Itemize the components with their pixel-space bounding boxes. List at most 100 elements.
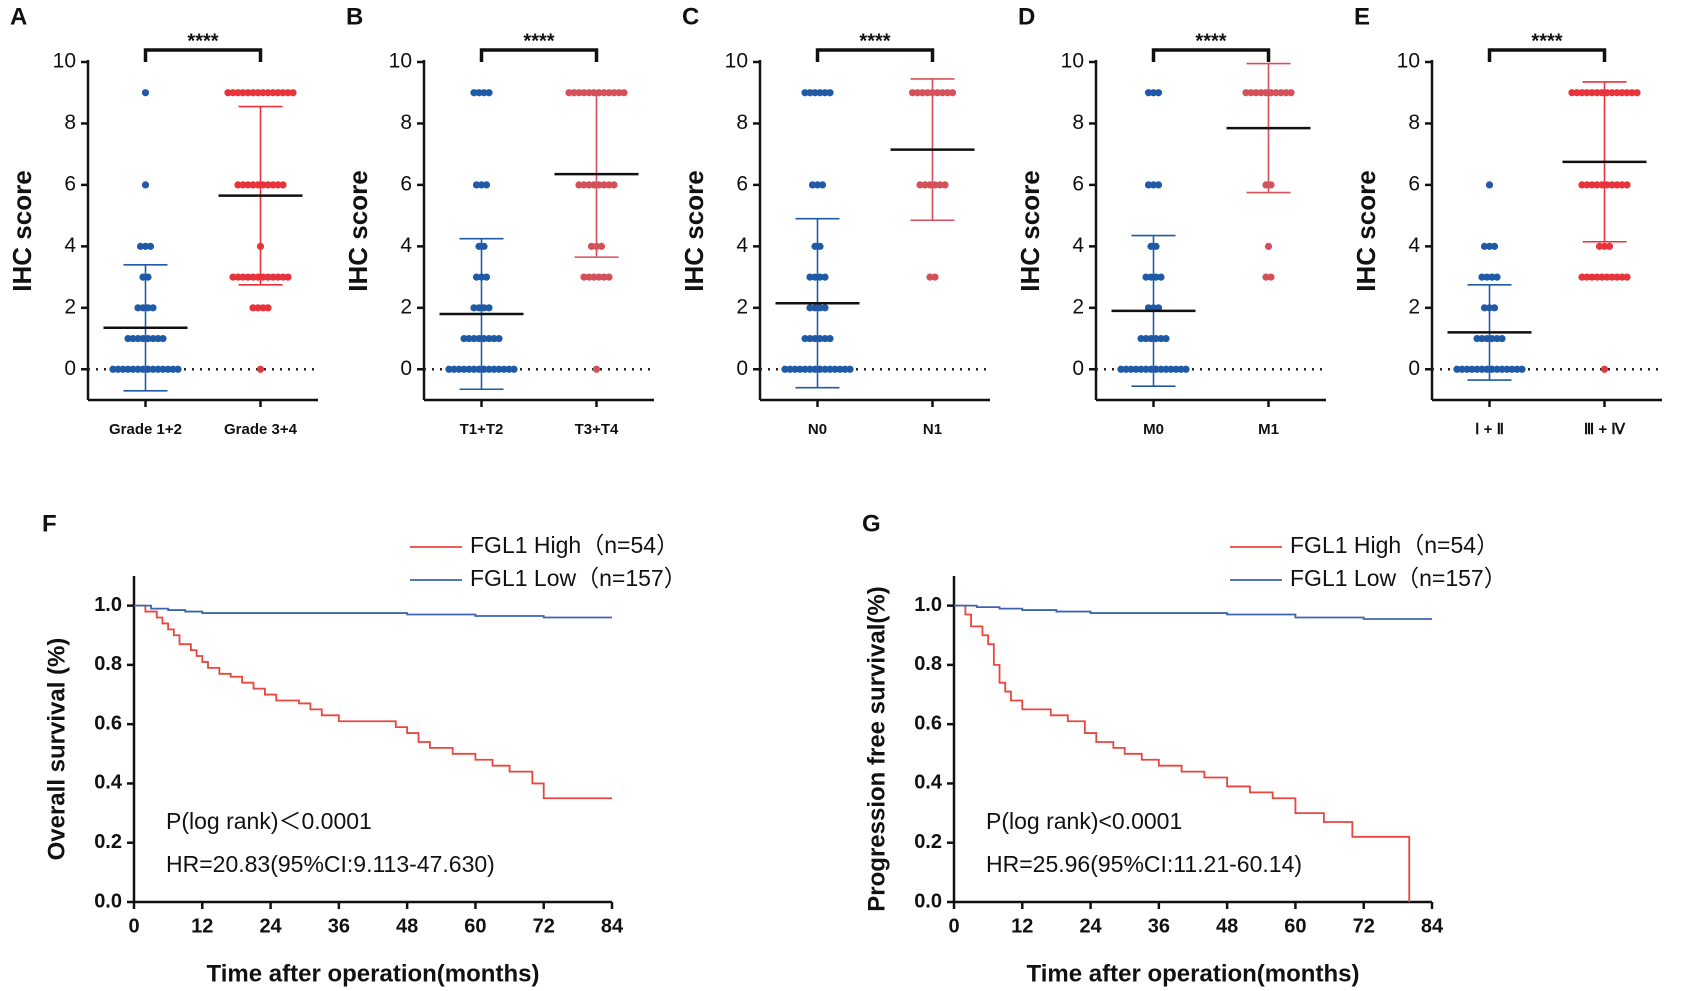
- y-tick-label: 6: [400, 172, 412, 195]
- dot: [931, 273, 939, 281]
- dot: [1485, 304, 1494, 312]
- dot: [1144, 304, 1153, 312]
- significance-bracket: [143, 48, 263, 62]
- dot: [600, 89, 608, 97]
- dot: [808, 181, 817, 189]
- x-tick-label: Ⅲ + Ⅳ: [1584, 421, 1626, 438]
- dot: [480, 365, 488, 373]
- dot: [1498, 365, 1506, 373]
- dot: [1613, 181, 1621, 189]
- dot: [1152, 242, 1160, 250]
- dot: [445, 365, 453, 373]
- dot: [460, 334, 468, 343]
- y-axis-label: IHC score: [343, 170, 373, 291]
- dot: [921, 181, 929, 189]
- dot: [1152, 273, 1160, 281]
- dot: [244, 181, 252, 189]
- y-tick-label: 0.0: [94, 890, 122, 912]
- dot: [1518, 365, 1526, 373]
- y-tick-label: 0: [400, 357, 412, 380]
- dot: [580, 181, 588, 189]
- y-tick-label: 4: [64, 234, 76, 257]
- dot: [505, 365, 513, 373]
- dot: [249, 304, 257, 312]
- y-tick-label: 10: [725, 50, 748, 73]
- dot: [585, 273, 593, 281]
- dot: [1152, 334, 1160, 343]
- dot: [269, 273, 277, 281]
- y-axis-label: IHC score: [1351, 170, 1381, 291]
- dot: [1144, 89, 1153, 97]
- dot: [134, 334, 142, 343]
- dot: [284, 89, 292, 97]
- dot: [159, 334, 167, 343]
- dot: [826, 89, 834, 97]
- dot: [1277, 89, 1285, 97]
- dot: [913, 89, 922, 97]
- dot: [1142, 273, 1150, 281]
- dot: [495, 334, 503, 343]
- significance-label: ****: [1195, 30, 1226, 52]
- dot: [943, 89, 952, 97]
- dot: [485, 304, 493, 312]
- dot: [1598, 181, 1606, 189]
- dot: [1600, 365, 1609, 373]
- y-tick-label: 8: [400, 111, 412, 134]
- dot: [1154, 304, 1163, 312]
- dot: [124, 334, 132, 343]
- dot: [1490, 304, 1499, 312]
- y-tick-label: 0.8: [914, 653, 942, 675]
- dot: [1603, 181, 1611, 189]
- dot: [1247, 89, 1255, 97]
- dot: [254, 181, 262, 189]
- dot: [918, 89, 927, 97]
- dot: [816, 365, 824, 373]
- dot: [284, 273, 292, 281]
- panel-label: C: [682, 3, 699, 30]
- dot: [1583, 89, 1591, 97]
- dot: [470, 334, 478, 343]
- dot: [1463, 365, 1471, 373]
- dot: [109, 365, 117, 373]
- dot: [1262, 181, 1270, 189]
- dot: [470, 89, 478, 97]
- dot: [234, 273, 242, 281]
- x-tick-label: N0: [808, 421, 827, 438]
- legend-label: FGL1 High（n=54）: [1290, 532, 1499, 558]
- y-tick-label: 2: [64, 295, 76, 318]
- dot: [139, 334, 147, 343]
- dot: [1593, 89, 1601, 97]
- dot: [816, 89, 824, 97]
- dot: [1127, 365, 1135, 373]
- dot: [249, 273, 257, 281]
- dot: [141, 89, 150, 97]
- dot: [1154, 181, 1163, 189]
- dot: [1603, 273, 1611, 281]
- dot: [1152, 365, 1160, 373]
- dot: [1598, 273, 1606, 281]
- dot: [1603, 89, 1611, 97]
- x-tick-label: N1: [923, 421, 942, 438]
- dot: [821, 89, 829, 97]
- dot: [1623, 273, 1631, 281]
- y-tick-label: 0: [1072, 357, 1084, 380]
- dot: [1478, 334, 1486, 343]
- dot: [1458, 365, 1466, 373]
- dot: [1573, 89, 1581, 97]
- dot: [1154, 89, 1163, 97]
- dot: [460, 365, 468, 373]
- dot: [480, 242, 488, 250]
- dot: [1287, 89, 1295, 97]
- panel-label: E: [1354, 3, 1370, 30]
- dot: [1618, 89, 1626, 97]
- y-axis-label: IHC score: [7, 170, 37, 291]
- dot: [1588, 89, 1596, 97]
- dot: [821, 365, 829, 373]
- dot: [1172, 365, 1180, 373]
- dot: [1142, 334, 1150, 343]
- dot: [1488, 365, 1496, 373]
- dot: [1618, 181, 1626, 189]
- dot: [154, 365, 162, 373]
- y-tick-label: 4: [736, 234, 748, 257]
- dot: [256, 365, 265, 373]
